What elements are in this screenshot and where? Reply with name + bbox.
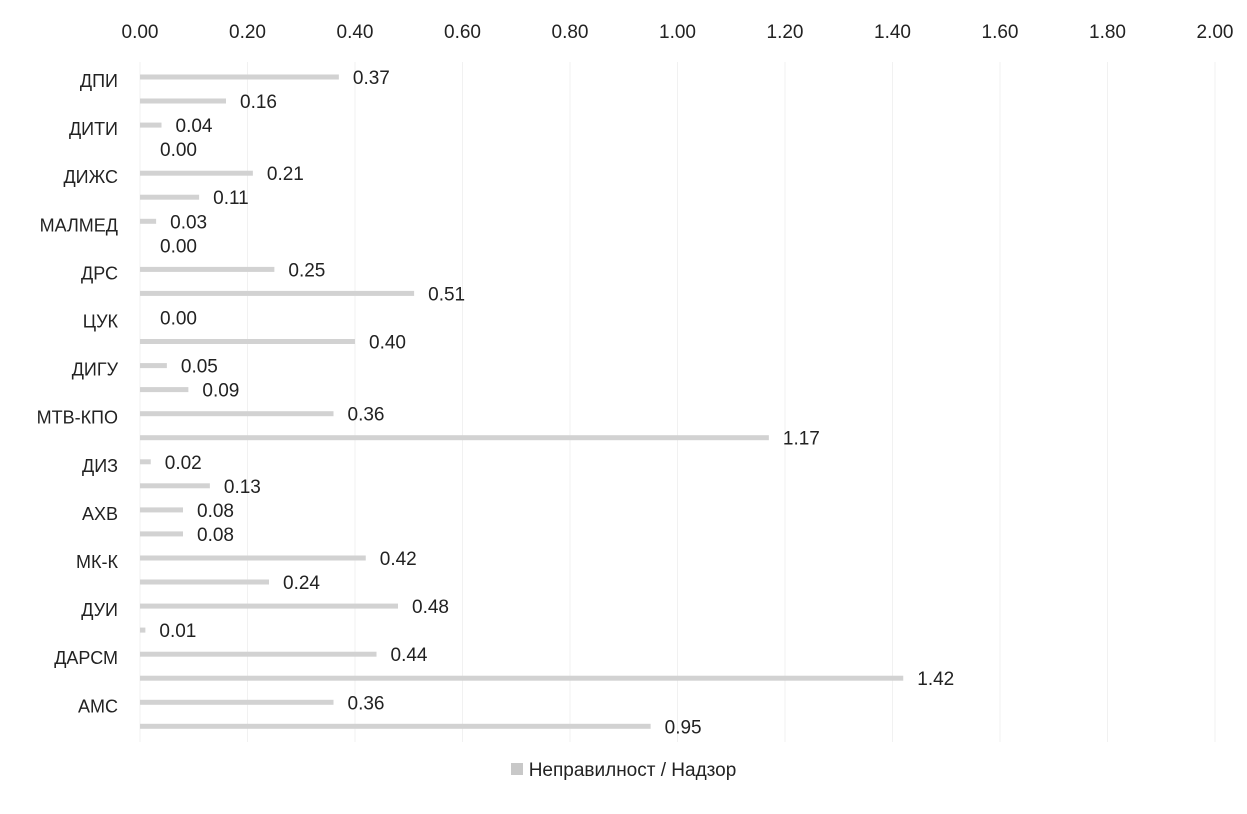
value-label: 0.51: [428, 284, 465, 305]
value-label: 1.42: [917, 669, 954, 690]
x-tick-label: 0.80: [552, 22, 589, 43]
value-label: 0.03: [170, 212, 207, 233]
bar: [140, 74, 339, 80]
bar: [140, 363, 167, 369]
bar: [140, 170, 253, 176]
category-label: ЦУК: [83, 312, 119, 332]
value-label: 0.02: [165, 453, 202, 474]
bars: [140, 74, 904, 729]
bar: [140, 194, 200, 200]
category-label: МК-К: [76, 552, 118, 572]
x-tick-label: 1.40: [874, 22, 911, 43]
category-label: ДИЗ: [82, 456, 118, 476]
value-label: 0.37: [353, 68, 390, 89]
value-label: 0.08: [197, 501, 234, 522]
bar: [140, 387, 189, 393]
value-label: 0.04: [176, 116, 213, 137]
x-tick-label: 0.60: [444, 22, 481, 43]
bar: [140, 603, 398, 609]
bar: [140, 555, 366, 561]
value-label: 0.11: [213, 188, 249, 209]
x-tick-label: 1.00: [659, 22, 696, 43]
value-label: 0.09: [202, 381, 239, 402]
bar: [140, 531, 183, 537]
bar: [140, 218, 157, 224]
category-label: ДРС: [81, 263, 118, 283]
bar: [140, 675, 904, 681]
category-label: ДИЖС: [63, 167, 118, 187]
value-label: 0.40: [369, 333, 406, 354]
value-label: 0.48: [412, 597, 449, 618]
x-tick-label: 0.20: [229, 22, 266, 43]
x-tick-label: 1.20: [767, 22, 804, 43]
category-label: ДУИ: [81, 600, 118, 620]
bar: [140, 579, 269, 585]
value-label: 0.95: [665, 717, 702, 738]
bar: [140, 699, 334, 705]
category-label: ДИГУ: [72, 360, 119, 380]
value-label: 0.05: [181, 357, 218, 378]
bar: [140, 98, 226, 104]
value-label: 0.00: [160, 236, 197, 257]
category-label: МАЛМЕД: [40, 215, 118, 235]
category-label: АХВ: [82, 504, 118, 524]
value-label: 0.01: [159, 621, 196, 642]
bar: [140, 651, 377, 657]
value-label: 0.00: [160, 140, 197, 161]
x-tick-label: 2.00: [1197, 22, 1234, 43]
value-label: 0.08: [197, 525, 234, 546]
bar: [140, 339, 355, 344]
bar: [140, 627, 146, 633]
bar: [140, 435, 769, 441]
x-tick-label: 1.60: [982, 22, 1019, 43]
bar: [140, 122, 162, 128]
category-label: АМС: [78, 696, 118, 716]
bar: [140, 459, 151, 465]
bar: [140, 411, 334, 417]
bar: [140, 507, 183, 513]
legend-swatch: [510, 762, 523, 775]
value-labels: 0.37 0.04 0.21 0.03 0.25 0.00 0.05 0.36 0.02 0.08…: [159, 68, 954, 738]
category-label: ДПИ: [80, 71, 118, 91]
x-tick-label: 0.40: [337, 22, 374, 43]
value-label: 0.36: [348, 405, 385, 426]
bar: [140, 290, 415, 296]
category-label: ДИТИ: [69, 119, 118, 139]
category-labels: ДПИ ДИТИ ДИЖС МАЛМЕД ДРС ЦУК ДИГУ МТВ-КПО ДИЗ АХВ…: [37, 71, 119, 716]
value-label: 0.21: [267, 164, 304, 185]
x-axis-ticks: 0.00 0.20 0.40 0.60 0.80 1.00 1.20 1.40 1.60 1.80…: [122, 22, 1234, 43]
category-label: МТВ-КПО: [37, 408, 118, 428]
value-label: 0.44: [391, 645, 428, 666]
value-label: 0.25: [288, 260, 325, 281]
bar: [140, 266, 275, 272]
value-label: 0.00: [160, 309, 197, 330]
value-label: 0.16: [240, 92, 277, 113]
legend: Неправилност / Надзор: [0, 760, 1247, 782]
x-tick-label: 1.80: [1089, 22, 1126, 43]
x-tick-label: 0.00: [122, 22, 159, 43]
value-label: 0.42: [380, 549, 417, 570]
value-label: 1.17: [783, 429, 820, 450]
bar: [140, 483, 210, 489]
value-label: 0.24: [283, 573, 320, 594]
legend-label: Неправилност / Надзор: [528, 760, 737, 781]
category-label: ДАРСМ: [54, 648, 118, 668]
value-label: 0.36: [348, 693, 385, 714]
bar: [140, 723, 651, 729]
value-label: 0.13: [224, 477, 261, 498]
